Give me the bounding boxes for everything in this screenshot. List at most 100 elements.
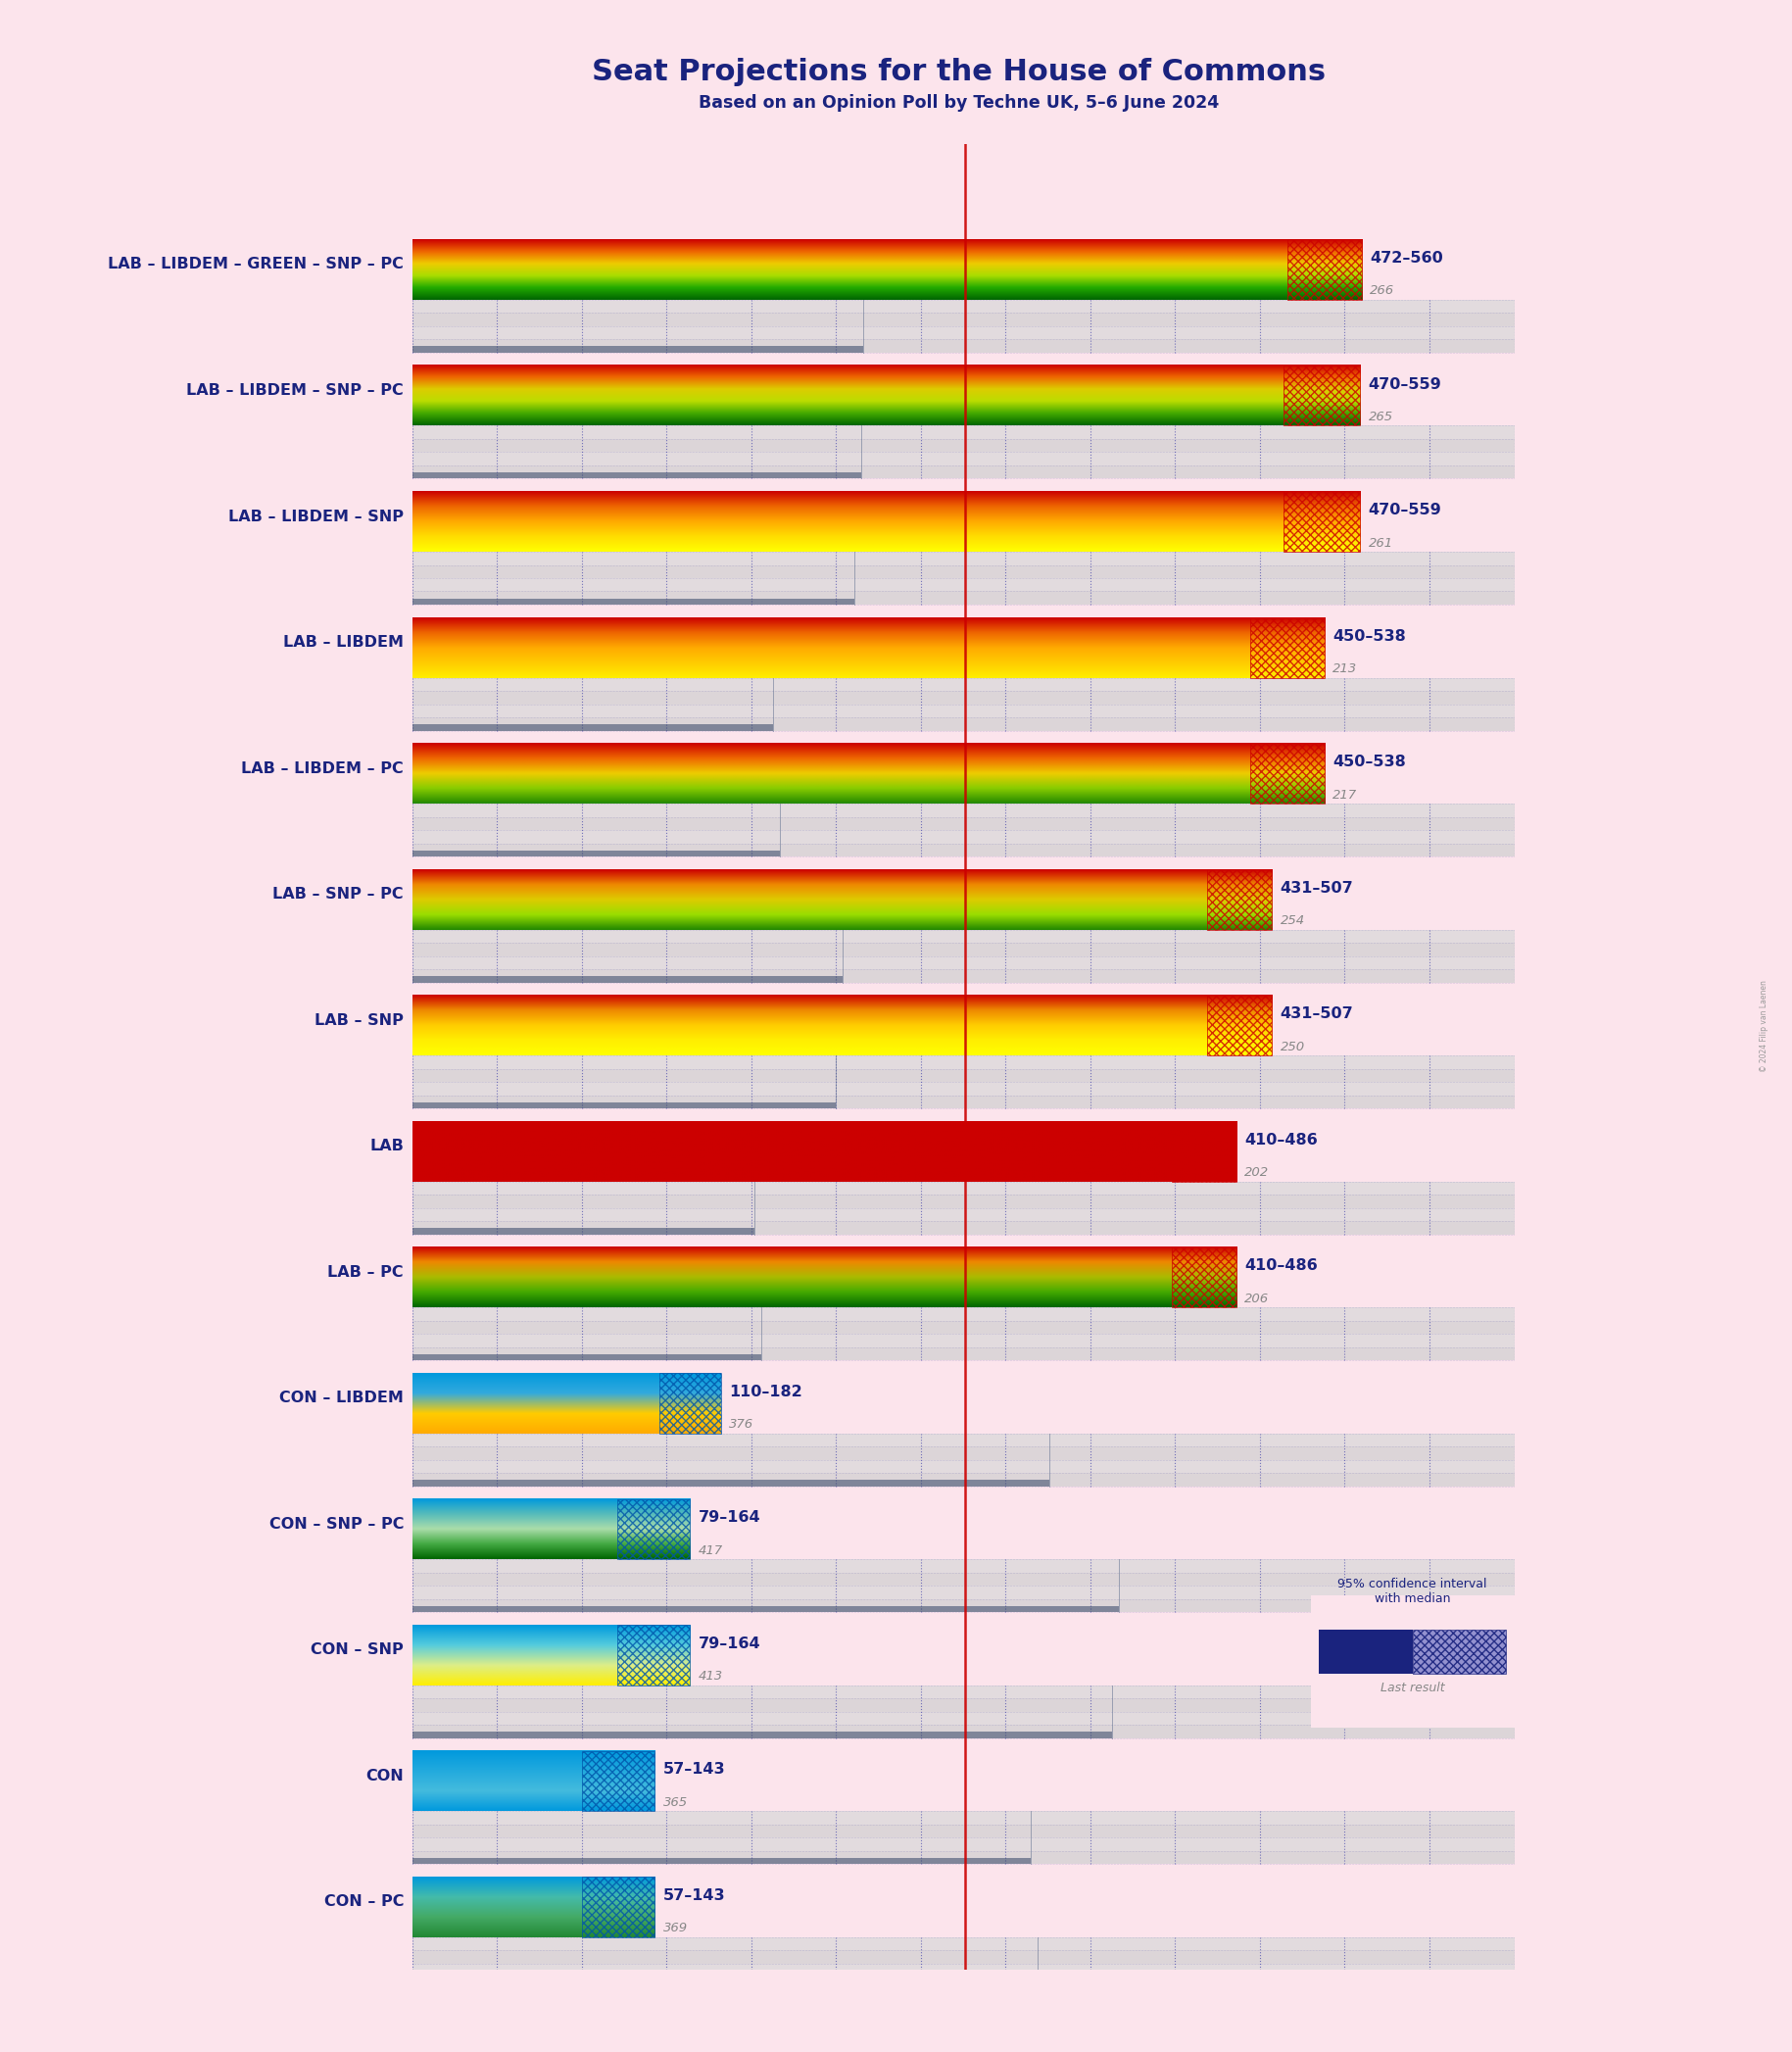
Text: LAB – LIBDEM – PC: LAB – LIBDEM – PC — [242, 761, 403, 776]
Bar — [412, 1055, 1514, 1108]
Bar — [412, 1976, 1514, 1990]
Bar — [412, 1055, 1514, 1069]
Bar — [412, 724, 774, 731]
Bar — [412, 1434, 1514, 1447]
Text: 265: 265 — [1369, 410, 1392, 423]
Bar — [1172, 1248, 1236, 1307]
Bar — [412, 599, 855, 605]
Bar — [412, 956, 1514, 969]
Text: Based on an Opinion Poll by Techne UK, 5–6 June 2024: Based on an Opinion Poll by Techne UK, 5… — [699, 94, 1219, 111]
Bar — [582, 1750, 654, 1812]
Bar — [412, 1307, 1514, 1360]
Bar — [412, 339, 1514, 353]
Bar — [412, 1102, 837, 1108]
Bar — [412, 326, 1514, 339]
Text: 57–143: 57–143 — [663, 1763, 726, 1777]
Text: 470–559: 470–559 — [1369, 503, 1443, 517]
Bar — [412, 1685, 1514, 1699]
Bar — [412, 1473, 1514, 1486]
Bar — [412, 704, 1514, 718]
Bar — [412, 1607, 1120, 1613]
Text: 431–507: 431–507 — [1279, 880, 1353, 895]
Text: 254: 254 — [1279, 915, 1305, 928]
Bar — [412, 1227, 754, 1235]
Bar — [412, 1599, 1514, 1613]
Text: 202: 202 — [1245, 1166, 1269, 1180]
Text: 410–486: 410–486 — [1245, 1258, 1317, 1272]
Bar — [412, 1334, 1514, 1346]
Bar — [412, 1321, 1514, 1334]
Text: Last result: Last result — [1380, 1681, 1444, 1695]
Text: 57–143: 57–143 — [663, 1888, 726, 1902]
Bar — [412, 472, 862, 478]
Text: 110–182: 110–182 — [729, 1385, 803, 1399]
Bar — [1287, 240, 1362, 300]
Bar — [412, 831, 1514, 843]
Text: 365: 365 — [663, 1796, 688, 1808]
Bar — [1172, 1120, 1236, 1182]
Bar — [412, 942, 1514, 956]
Text: CON – SNP – PC: CON – SNP – PC — [269, 1516, 403, 1531]
Bar — [1283, 365, 1360, 425]
Bar — [412, 692, 1514, 704]
Bar — [412, 1984, 1038, 1990]
Bar — [412, 1812, 1514, 1824]
Bar — [412, 1434, 1514, 1486]
Bar — [412, 1081, 1514, 1096]
Text: 213: 213 — [1333, 663, 1357, 675]
Bar — [412, 1182, 1514, 1194]
Bar — [412, 718, 1514, 731]
Text: © 2024 Filip van Laenen: © 2024 Filip van Laenen — [1760, 981, 1769, 1071]
Bar — [412, 1732, 1113, 1738]
Bar — [1412, 1629, 1505, 1674]
Text: LAB – LIBDEM – SNP – PC: LAB – LIBDEM – SNP – PC — [186, 384, 403, 398]
Bar — [1208, 870, 1272, 930]
Text: 79–164: 79–164 — [699, 1635, 762, 1652]
Bar — [412, 1937, 1514, 1949]
Bar — [412, 439, 1514, 451]
Bar — [412, 930, 1514, 942]
Text: 261: 261 — [1369, 536, 1392, 550]
Bar — [412, 1851, 1514, 1863]
Bar — [412, 1182, 1514, 1235]
Bar — [582, 1878, 654, 1937]
Bar — [412, 1949, 1514, 1964]
Bar — [412, 564, 1514, 579]
Text: 79–164: 79–164 — [699, 1510, 762, 1525]
Bar — [412, 804, 1514, 817]
Bar — [412, 1857, 1030, 1863]
Text: LAB – LIBDEM: LAB – LIBDEM — [283, 634, 403, 650]
Bar — [412, 1459, 1514, 1473]
Text: 206: 206 — [1245, 1293, 1269, 1305]
Bar — [412, 1346, 1514, 1360]
Bar — [412, 1479, 1050, 1486]
Bar — [412, 817, 1514, 831]
Bar — [412, 1572, 1514, 1586]
Text: LAB – LIBDEM – GREEN – SNP – PC: LAB – LIBDEM – GREEN – SNP – PC — [108, 256, 403, 273]
Text: 450–538: 450–538 — [1333, 628, 1407, 644]
Bar — [412, 451, 1514, 466]
Bar — [412, 969, 1514, 983]
Bar — [1208, 995, 1272, 1055]
Bar — [1283, 490, 1360, 552]
Bar — [412, 425, 1514, 478]
Bar — [412, 1937, 1514, 1990]
Bar — [412, 1560, 1514, 1613]
Bar — [412, 843, 1514, 856]
Text: 417: 417 — [699, 1545, 724, 1557]
Bar — [616, 1625, 690, 1685]
Bar — [412, 1354, 762, 1360]
Text: LAB – SNP – PC: LAB – SNP – PC — [272, 886, 403, 901]
Bar — [412, 1194, 1514, 1209]
Bar — [412, 552, 1514, 564]
Text: CON – SNP: CON – SNP — [310, 1644, 403, 1658]
Text: LAB – SNP: LAB – SNP — [315, 1014, 403, 1028]
Text: CON – PC: CON – PC — [324, 1894, 403, 1908]
Bar — [412, 1685, 1514, 1738]
Text: LAB – PC: LAB – PC — [328, 1264, 403, 1280]
Bar — [412, 1824, 1514, 1839]
Bar — [412, 1069, 1514, 1081]
Text: 250: 250 — [1279, 1040, 1305, 1053]
Bar — [412, 300, 1514, 314]
Bar — [412, 1812, 1514, 1863]
